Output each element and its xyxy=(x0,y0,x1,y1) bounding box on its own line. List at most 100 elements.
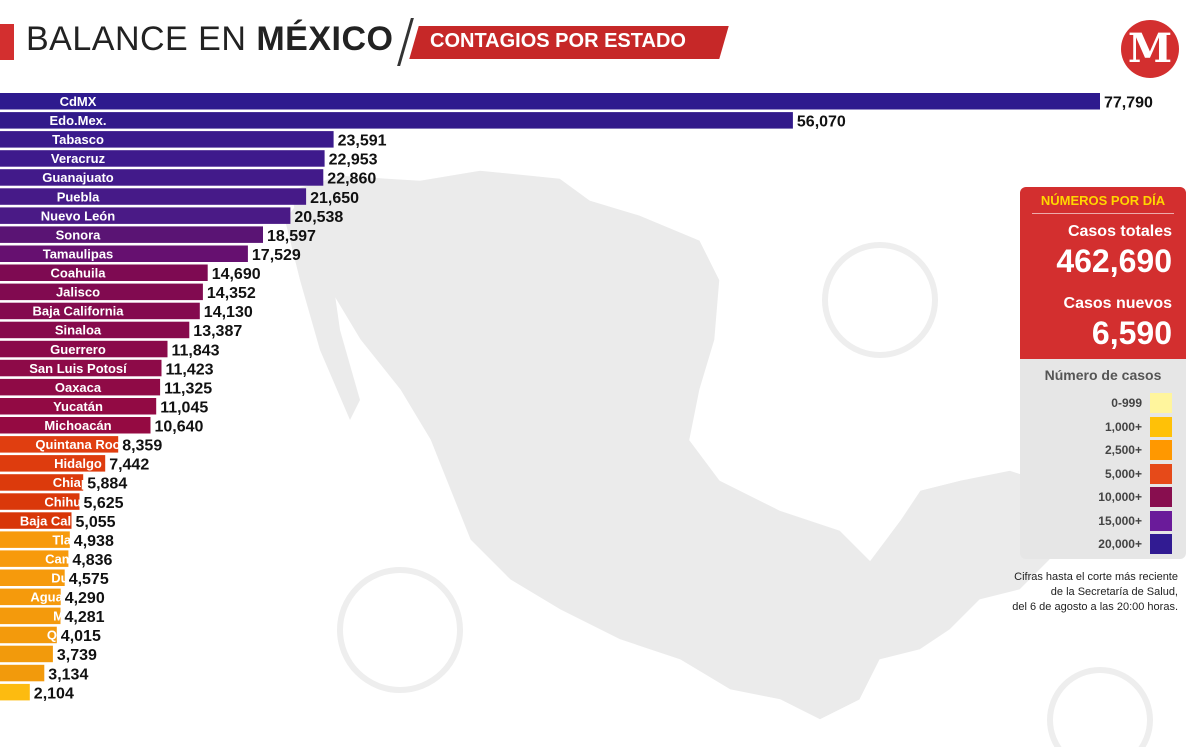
bar-15 xyxy=(0,378,161,396)
legend-item-label: 5,000+ xyxy=(1104,466,1142,481)
brand-logo: M xyxy=(1121,20,1179,78)
bar-category-label: Tabasco xyxy=(52,132,104,147)
bar-category-label: Sonora xyxy=(56,227,102,242)
panel-divider xyxy=(1032,213,1174,214)
legend-item: 20,000+ xyxy=(1032,534,1172,554)
bar-2 xyxy=(0,131,334,148)
bar-category-label: Sinaloa xyxy=(55,323,102,338)
bar-value-label: 14,690 xyxy=(212,266,261,283)
virus-decoration xyxy=(337,242,1153,747)
bar-value-label: 5,884 xyxy=(87,476,127,493)
bar-value-label: 8,359 xyxy=(122,438,162,455)
bar-8 xyxy=(0,245,248,262)
bar-value-label: 56,070 xyxy=(797,114,846,131)
bar-value-label: 5,055 xyxy=(76,514,116,531)
bar-17 xyxy=(0,417,151,434)
legend-swatch xyxy=(1150,440,1172,460)
legend-item: 1,000+ xyxy=(1032,416,1172,437)
bar-value-label: 20,538 xyxy=(294,209,343,226)
bar-27 xyxy=(0,607,61,625)
bar-18 xyxy=(0,436,119,453)
bar-29 xyxy=(0,645,53,663)
bar-category-label: Michoacán xyxy=(44,418,111,433)
bar-category-label: Yucatán xyxy=(53,399,103,414)
bar-0 xyxy=(0,93,1100,110)
baja-peninsula-silhouette xyxy=(285,200,360,420)
bar-value-label: 22,860 xyxy=(327,171,376,188)
bar-9 xyxy=(0,264,208,281)
bar-value-label: 14,130 xyxy=(204,304,253,321)
bar-value-label: 13,387 xyxy=(193,323,242,340)
daily-numbers-heading: NÚMEROS POR DÍA xyxy=(1040,193,1166,208)
bar-31 xyxy=(0,683,30,701)
bar-category-label: Oaxaca xyxy=(55,380,102,395)
bar-category-label: Querétaro xyxy=(47,628,109,643)
bar-category-label: Veracruz xyxy=(51,151,106,166)
title-accent-bar xyxy=(0,24,14,60)
total-cases-value: 462,690 xyxy=(1056,243,1172,279)
bar-4 xyxy=(0,169,324,186)
bar-value-label: 11,045 xyxy=(160,400,208,417)
bar-value-label: 21,650 xyxy=(310,190,359,207)
legend-swatch xyxy=(1150,510,1172,531)
legend-item: 0-999 xyxy=(1032,393,1172,413)
legend-swatch xyxy=(1150,534,1172,554)
legend-box: Número de casos 0-999 1,000+ 2,500+ 5,000+ 1… xyxy=(1020,359,1186,559)
bar-24 xyxy=(0,550,69,567)
bar-6 xyxy=(0,207,291,224)
legend-title: Número de casos xyxy=(1044,367,1162,383)
footnote-line: de la Secretaría de Salud, xyxy=(1050,586,1178,598)
page-title: BALANCE EN MÉXICO xyxy=(26,20,394,58)
bar-11 xyxy=(0,302,200,320)
bar-value-label: 4,575 xyxy=(69,571,109,588)
bar-category-label: Zacatecas xyxy=(47,666,110,681)
bar-value-label: 18,597 xyxy=(267,228,316,245)
bar-26 xyxy=(0,588,61,606)
bar-category-label: Nayarit xyxy=(56,647,101,662)
legend-swatch xyxy=(1150,393,1172,413)
bar-23 xyxy=(0,531,70,548)
bar-20 xyxy=(0,474,84,491)
bar-value-label: 14,352 xyxy=(207,285,256,302)
bar-category-label: Aguascalientes xyxy=(30,590,125,605)
bar-category-label: Puebla xyxy=(57,189,100,204)
bar-value-label: 22,953 xyxy=(329,152,378,169)
new-cases-label: Casos nuevos xyxy=(1063,295,1172,312)
bar-category-label: Durango xyxy=(51,571,105,586)
bar-category-label: Guerrero xyxy=(50,342,106,357)
bar-category-label: Chiapas xyxy=(53,475,104,490)
bar-value-label: 4,290 xyxy=(65,590,105,607)
bar-value-label: 10,640 xyxy=(155,419,204,436)
bar-14 xyxy=(0,359,162,377)
bar-5 xyxy=(0,188,307,205)
bar-category-label: Quintana Roo xyxy=(35,437,120,452)
bar-value-label: 7,442 xyxy=(109,457,149,474)
bar-25 xyxy=(0,569,65,586)
legend-item: 15,000+ xyxy=(1032,510,1172,531)
bar-category-label: San Luis Potosí xyxy=(29,361,127,376)
bar-13 xyxy=(0,340,168,358)
bar-category-label: Edo.Mex. xyxy=(49,113,106,128)
legend-item: 2,500+ xyxy=(1032,440,1172,460)
legend-item: 5,000+ xyxy=(1032,463,1172,484)
bar-10 xyxy=(0,283,203,301)
bar-value-label: 4,836 xyxy=(72,552,112,569)
legend-swatch xyxy=(1150,416,1172,437)
bar-category-label: Chihuahua xyxy=(44,494,112,509)
legend-item: 10,000+ xyxy=(1032,487,1172,507)
legend-item-label: 0-999 xyxy=(1111,396,1142,410)
daily-numbers-panel: NÚMEROS POR DÍA Casos totales 462,690 Ca… xyxy=(1020,187,1186,559)
legend-swatch xyxy=(1150,463,1172,484)
source-footnote: Cifras hasta el corte más reciente de la… xyxy=(980,570,1178,615)
bar-category-label: Tlaxcala xyxy=(52,532,104,547)
bar-30 xyxy=(0,664,45,682)
legend-item-label: 2,500+ xyxy=(1104,443,1142,457)
bar-28 xyxy=(0,626,57,644)
bar-category-label: Guanajuato xyxy=(42,170,114,185)
bar-value-label: 23,591 xyxy=(338,133,387,150)
chart-subtitle: CONTAGIOS POR ESTADO xyxy=(430,30,686,52)
bar-22 xyxy=(0,512,72,529)
daily-numbers-box: NÚMEROS POR DÍA Casos totales 462,690 Ca… xyxy=(1020,187,1186,359)
bar-category-label: Colima xyxy=(56,685,100,700)
